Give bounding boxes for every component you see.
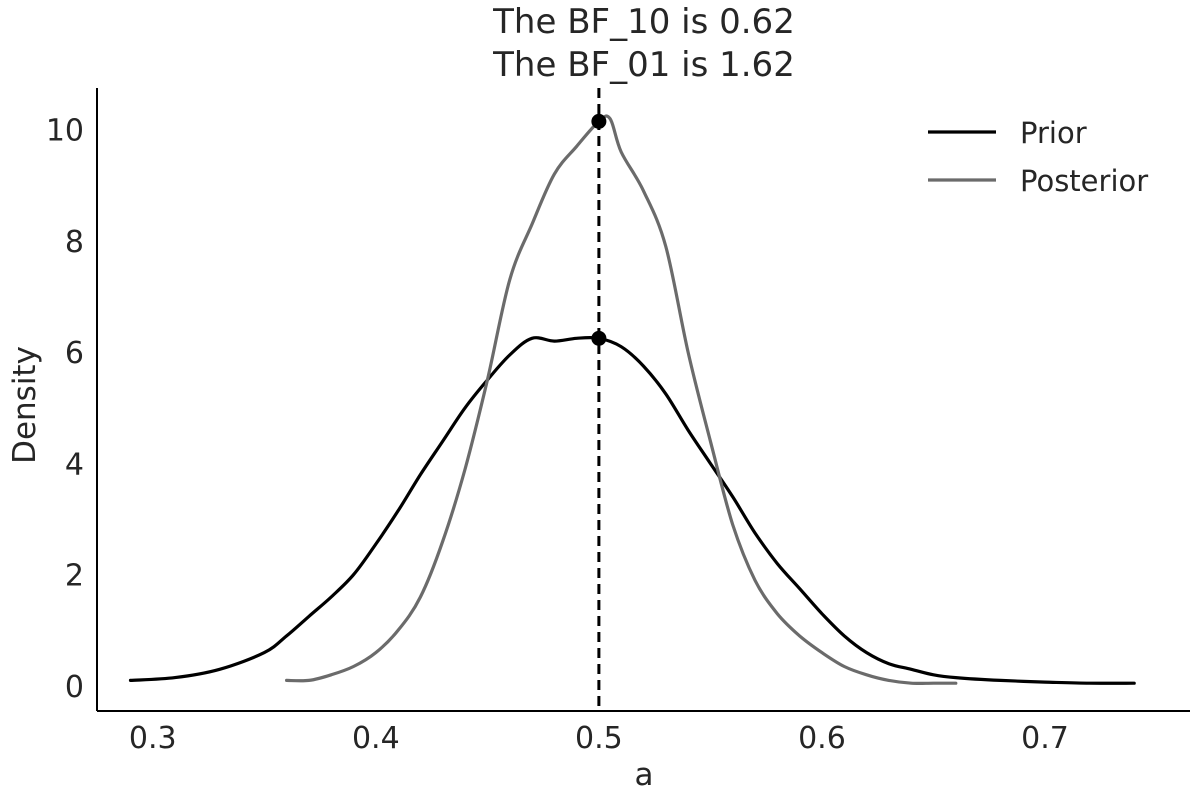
y-tick-label: 8 [65,225,84,260]
marker-layer [591,113,607,346]
series-line-posterior [285,114,958,686]
x-tick-label: 0.3 [129,721,177,756]
legend-label-prior: Prior [1020,116,1087,150]
x-tick-label: 0.5 [575,721,623,756]
y-tick-label: 0 [65,670,84,705]
x-tick-labels: 0.3 0.4 0.5 0.6 0.7 [129,721,1069,756]
y-tick-label: 4 [65,447,84,482]
plot-area: 0.3 0.4 0.5 0.6 0.7 0 2 4 6 8 10 [46,88,1190,756]
marker-point-prior [591,330,607,346]
y-tick-label: 6 [65,336,84,371]
chart-title-line-2: The BF_01 is 1.62 [492,45,795,85]
chart-title-line-1: The BF_10 is 0.62 [492,2,795,42]
y-tick-label: 10 [46,114,84,149]
marker-point-posterior [591,113,607,129]
y-axis-label: Density [7,346,43,464]
x-tick-label: 0.4 [352,721,400,756]
x-tick-label: 0.6 [798,721,846,756]
y-tick-labels: 0 2 4 6 8 10 [46,114,84,705]
legend: Prior Posterior [928,116,1148,198]
series-line-prior [128,335,1136,685]
legend-label-posterior: Posterior [1020,164,1148,198]
x-tick-label: 0.7 [1021,721,1069,756]
series-layer [128,114,1136,686]
y-tick-label: 2 [65,559,84,594]
x-axis-label: a [635,757,654,793]
